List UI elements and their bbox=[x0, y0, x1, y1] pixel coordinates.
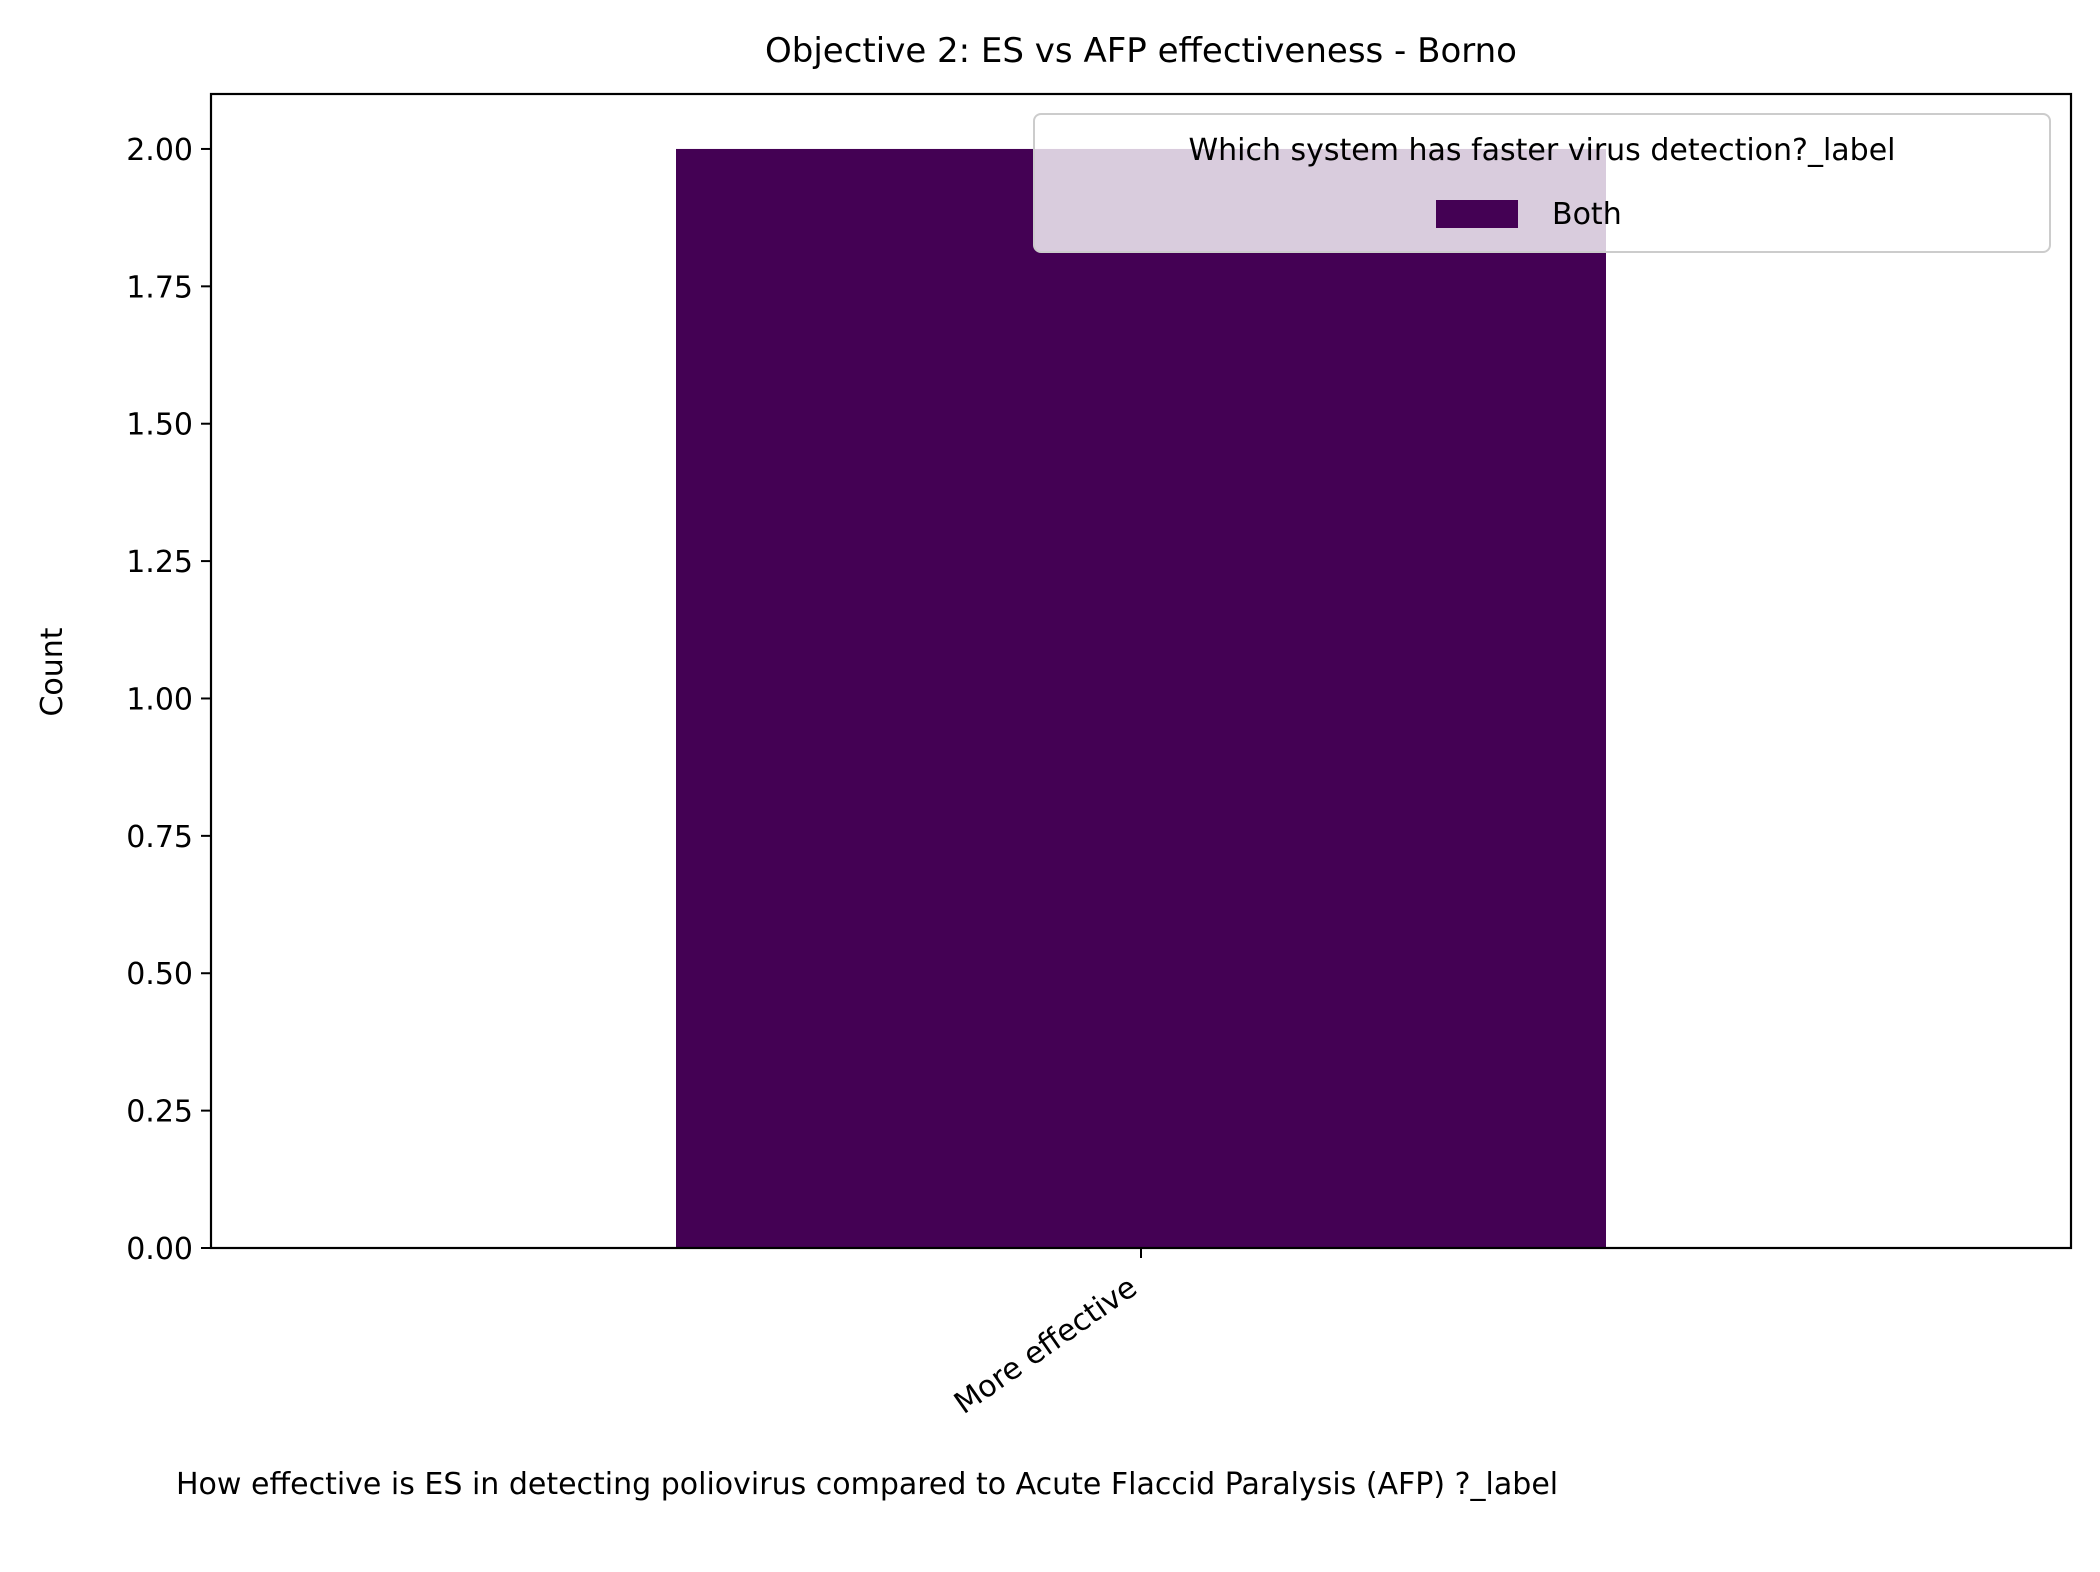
y-tick-label: 0.00 bbox=[126, 1232, 193, 1267]
chart-title: Objective 2: ES vs AFP effectiveness - B… bbox=[765, 31, 1517, 71]
y-tick-label: 1.25 bbox=[126, 545, 193, 580]
y-tick-label: 2.00 bbox=[126, 133, 193, 168]
y-tick-label: 1.50 bbox=[126, 408, 193, 443]
y-tick-label: 0.50 bbox=[126, 957, 193, 992]
y-tick-label: 1.00 bbox=[126, 682, 193, 717]
legend-title: Which system has faster virus detection?… bbox=[1188, 133, 1895, 168]
y-tick-label: 0.75 bbox=[126, 820, 193, 855]
y-tick-label: 0.25 bbox=[126, 1095, 193, 1130]
legend-label: Both bbox=[1552, 197, 1622, 232]
bar bbox=[676, 148, 1606, 1248]
y-tick-label: 1.75 bbox=[126, 270, 193, 305]
bars-layer bbox=[676, 148, 1606, 1248]
legend-box bbox=[1033, 113, 2051, 253]
y-axis-label: Count bbox=[35, 627, 70, 716]
x-axis-label: How effective is ES in detecting poliovi… bbox=[176, 1467, 1558, 1502]
legend-swatch bbox=[1436, 200, 1518, 228]
y-axis: 0.00 0.25 0.50 0.75 1.00 1.25 1.50 1.75 2.00 bbox=[126, 133, 211, 1267]
legend: Which system has faster virus detection?… bbox=[1033, 113, 2051, 253]
